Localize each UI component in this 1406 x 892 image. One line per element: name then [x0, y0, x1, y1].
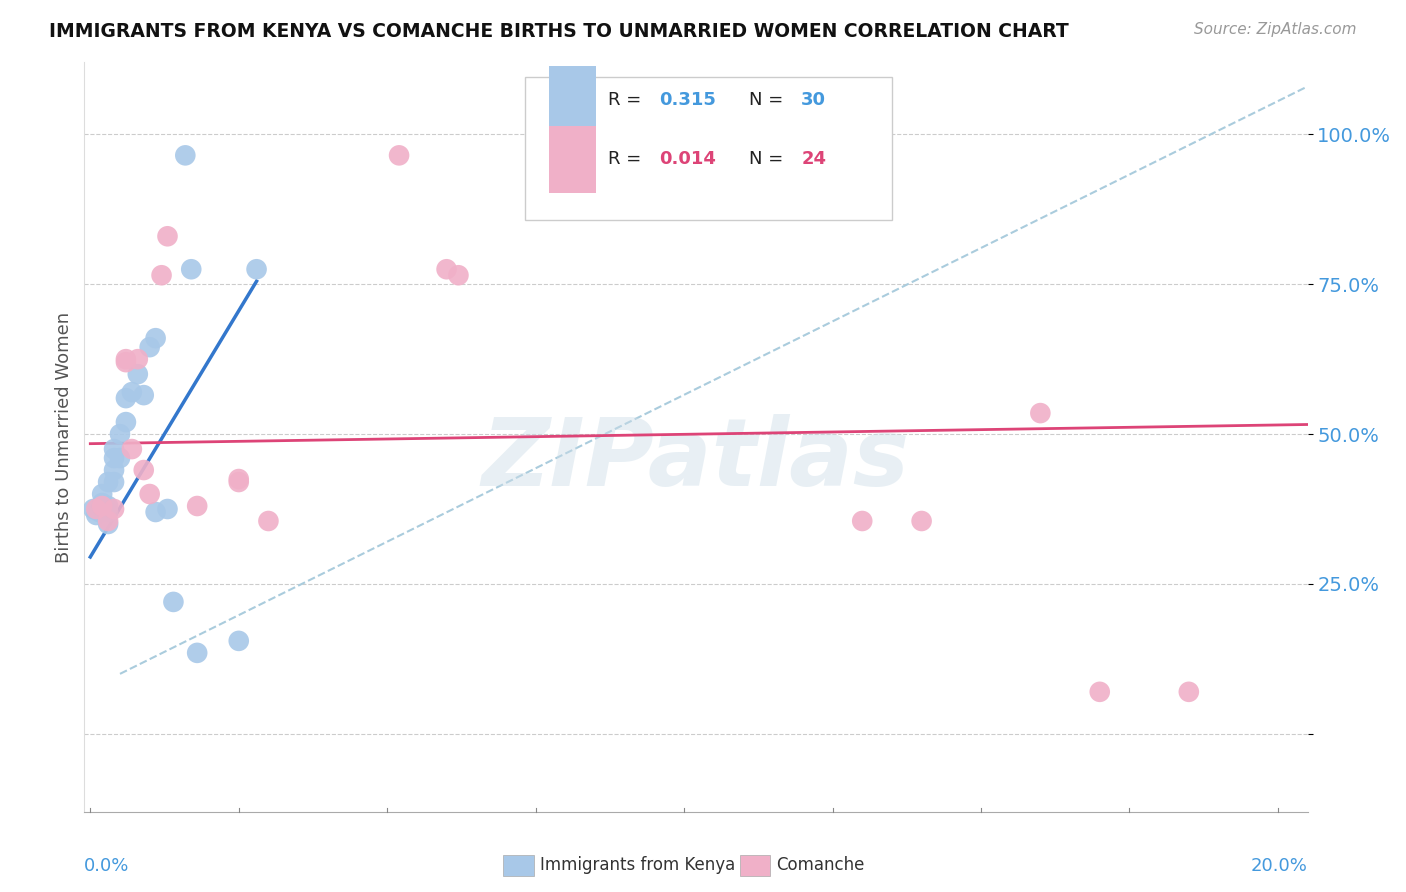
- Text: 0.315: 0.315: [659, 91, 716, 109]
- Text: 24: 24: [801, 151, 827, 169]
- Point: [156, 229, 179, 244]
- Point: [1178, 685, 1201, 699]
- Text: N =: N =: [748, 151, 789, 169]
- Point: [103, 442, 125, 456]
- Point: [447, 268, 470, 283]
- Point: [156, 502, 179, 516]
- Text: IMMIGRANTS FROM KENYA VS COMANCHE BIRTHS TO UNMARRIED WOMEN CORRELATION CHART: IMMIGRANTS FROM KENYA VS COMANCHE BIRTHS…: [49, 22, 1069, 41]
- Text: Comanche: Comanche: [776, 856, 865, 874]
- Point: [121, 442, 143, 456]
- Text: 30: 30: [801, 91, 827, 109]
- Text: 0.014: 0.014: [659, 151, 716, 169]
- Point: [103, 463, 125, 477]
- Point: [174, 148, 197, 162]
- Point: [228, 472, 250, 486]
- Point: [89, 505, 111, 519]
- Point: [121, 385, 143, 400]
- FancyBboxPatch shape: [550, 126, 596, 194]
- Point: [84, 502, 107, 516]
- Point: [115, 352, 138, 367]
- Point: [1029, 406, 1052, 420]
- Point: [186, 646, 208, 660]
- Text: Source: ZipAtlas.com: Source: ZipAtlas.com: [1194, 22, 1357, 37]
- Point: [103, 451, 125, 466]
- Text: Immigrants from Kenya: Immigrants from Kenya: [540, 856, 735, 874]
- Point: [115, 391, 138, 405]
- Text: 20.0%: 20.0%: [1251, 856, 1308, 875]
- Point: [138, 340, 160, 354]
- Text: ZIPatlas: ZIPatlas: [482, 414, 910, 506]
- Point: [138, 487, 160, 501]
- Point: [82, 502, 104, 516]
- Point: [97, 514, 120, 528]
- Point: [127, 352, 149, 367]
- Point: [108, 427, 131, 442]
- Point: [228, 475, 250, 489]
- Point: [127, 367, 149, 381]
- Point: [103, 475, 125, 489]
- Point: [257, 514, 280, 528]
- Point: [97, 499, 120, 513]
- Point: [910, 514, 932, 528]
- Point: [388, 148, 411, 162]
- Point: [103, 502, 125, 516]
- Point: [145, 331, 167, 345]
- Point: [851, 514, 873, 528]
- Point: [91, 499, 114, 513]
- Point: [91, 487, 114, 501]
- Point: [97, 516, 120, 531]
- Point: [108, 451, 131, 466]
- Point: [91, 496, 114, 510]
- Text: R =: R =: [607, 151, 647, 169]
- Point: [245, 262, 267, 277]
- Point: [228, 633, 250, 648]
- Point: [84, 508, 107, 522]
- Point: [115, 355, 138, 369]
- Point: [115, 415, 138, 429]
- Point: [145, 505, 167, 519]
- Text: 0.0%: 0.0%: [84, 856, 129, 875]
- Text: N =: N =: [748, 91, 789, 109]
- Point: [150, 268, 173, 283]
- Point: [97, 505, 120, 519]
- FancyBboxPatch shape: [524, 78, 891, 219]
- Text: R =: R =: [607, 91, 647, 109]
- Point: [186, 499, 208, 513]
- Point: [132, 463, 155, 477]
- Point: [1088, 685, 1111, 699]
- FancyBboxPatch shape: [550, 66, 596, 133]
- Point: [162, 595, 184, 609]
- Point: [97, 475, 120, 489]
- Point: [180, 262, 202, 277]
- Y-axis label: Births to Unmarried Women: Births to Unmarried Women: [55, 311, 73, 563]
- Point: [436, 262, 458, 277]
- Point: [132, 388, 155, 402]
